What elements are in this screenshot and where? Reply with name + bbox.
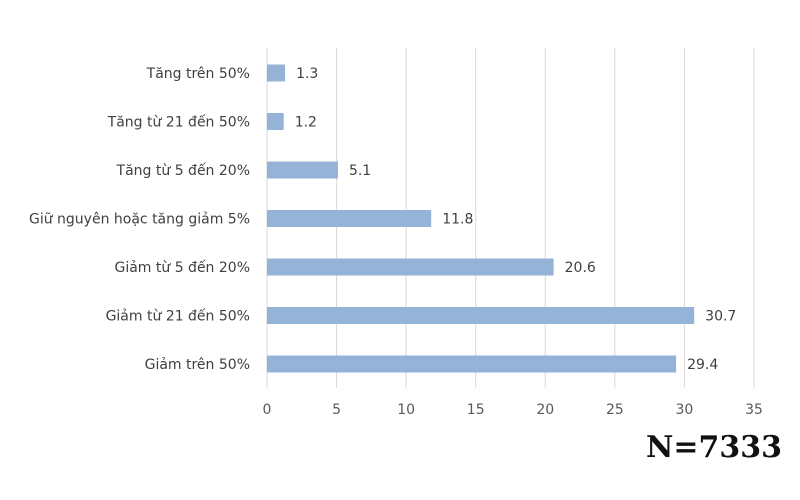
bar xyxy=(267,355,677,373)
x-axis-ticks: 0 5 10 15 20 25 30 35 xyxy=(263,402,763,418)
sample-size-label: N=7333 xyxy=(645,430,782,465)
data-label: 5.1 xyxy=(349,163,371,179)
category-label: Tăng trên 50% xyxy=(146,66,250,82)
data-label: 30.7 xyxy=(705,309,736,325)
category-label: Tăng từ 5 đến 20% xyxy=(116,162,250,179)
x-tick-label: 0 xyxy=(263,402,272,418)
bar xyxy=(267,64,286,82)
data-label: 11.8 xyxy=(442,212,473,228)
data-label: 1.3 xyxy=(296,66,318,82)
category-label: Giảm từ 5 đến 20% xyxy=(114,259,250,276)
data-label: 20.6 xyxy=(565,260,596,276)
bars xyxy=(267,64,695,373)
category-labels: Tăng trên 50% Tăng từ 21 đến 50% Tăng từ 5… xyxy=(29,66,250,373)
bar xyxy=(267,113,284,130)
value-labels: 1.3 1.2 5.1 11.8 20.6 30.7 29.4 xyxy=(295,66,737,373)
category-label: Giảm từ 21 đến 50% xyxy=(106,308,250,325)
x-tick-label: 20 xyxy=(536,402,554,418)
data-label: 1.2 xyxy=(295,115,317,131)
bar xyxy=(267,161,338,179)
x-tick-label: 35 xyxy=(745,402,763,418)
x-tick-label: 25 xyxy=(606,402,624,418)
x-tick-label: 30 xyxy=(676,402,694,418)
bar xyxy=(267,307,695,324)
bar xyxy=(267,258,554,276)
data-label: 29.4 xyxy=(687,357,718,373)
category-label: Giữ nguyên hoặc tăng giảm 5% xyxy=(29,212,250,228)
category-label: Tăng từ 21 đến 50% xyxy=(107,114,250,131)
x-tick-label: 5 xyxy=(332,402,341,418)
bar xyxy=(267,210,432,227)
x-tick-label: 15 xyxy=(467,402,485,418)
category-label: Giảm trên 50% xyxy=(145,357,250,373)
x-tick-label: 10 xyxy=(397,402,415,418)
